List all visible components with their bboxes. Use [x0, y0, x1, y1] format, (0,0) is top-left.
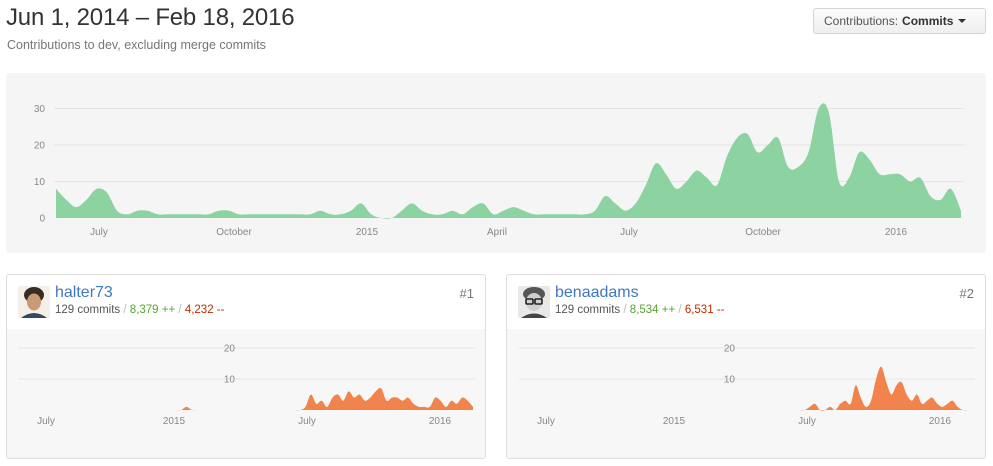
contributor-username-link[interactable]: halter73 [55, 284, 113, 301]
contributor-rank: #2 [959, 286, 974, 301]
avatar[interactable] [518, 286, 550, 318]
area-series [19, 387, 473, 411]
y-tick-label: 20 [724, 344, 736, 355]
deletions-count: 6,531 -- [684, 304, 725, 316]
stats-separator: / [123, 304, 127, 316]
x-tick-label: 2016 [929, 416, 952, 427]
y-tick-label: 10 [724, 375, 736, 386]
contributions-chart: 0 10 20 30 July October 2015 April July October 20… [6, 73, 986, 253]
x-tick-label: July [537, 416, 555, 427]
x-tick-label: 2015 [356, 227, 379, 238]
contributions-dropdown-label: Contributions: [824, 14, 899, 28]
commit-count: 129 commits [55, 304, 121, 316]
contributor-username-link[interactable]: benaadams [555, 284, 639, 301]
x-tick-label: July [298, 416, 316, 427]
x-tick-label: July [90, 227, 108, 238]
deletions-count: 4,232 -- [184, 304, 225, 316]
stats-separator: / [178, 304, 182, 316]
y-tick-label: 0 [39, 214, 45, 225]
contributor-stats: 129 commits / 8,379 ++ / 4,232 -- [55, 304, 224, 316]
contributions-chart-svg: 0 10 20 30 July October 2015 April July October 20… [34, 103, 964, 238]
x-tick-label: 2015 [163, 416, 186, 427]
x-tick-label: 2016 [429, 416, 452, 427]
contributor-rank: #1 [459, 286, 474, 301]
contributor-card-2: benaadams 129 commits / 8,534 ++ / 6,531… [506, 274, 986, 459]
avatar-image-icon [18, 286, 50, 318]
x-tick-label: 2015 [663, 416, 686, 427]
x-tick-label: October [216, 227, 252, 238]
y-tick-label: 10 [224, 375, 236, 386]
contributor-chart: 10 20 July 2015 July 2016 [507, 329, 985, 458]
avatar-image-icon [518, 286, 550, 318]
x-tick-label: 2016 [885, 227, 908, 238]
contributor-chart-svg: 10 20 July 2015 July 2016 [519, 344, 975, 427]
contributor-card-header: benaadams 129 commits / 8,534 ++ / 6,531… [507, 275, 985, 328]
y-tick-label: 20 [224, 344, 236, 355]
contributor-stats: 129 commits / 8,534 ++ / 6,531 -- [555, 304, 724, 316]
contributor-chart: 10 20 July 2015 July 2016 [7, 329, 485, 458]
avatar[interactable] [18, 286, 50, 318]
contributor-card-header: halter73 129 commits / 8,379 ++ / 4,232 … [7, 275, 485, 328]
area-series [56, 103, 961, 219]
additions-count: 8,534 ++ [629, 304, 676, 316]
x-tick-label: April [487, 227, 507, 238]
stats-separator: / [623, 304, 627, 316]
x-tick-label: July [620, 227, 638, 238]
contributions-dropdown-value: Commits [902, 14, 954, 28]
contributor-card-1: halter73 129 commits / 8,379 ++ / 4,232 … [6, 274, 486, 459]
x-tick-label: July [37, 416, 55, 427]
area-series [519, 366, 973, 411]
commit-count: 129 commits [555, 304, 621, 316]
chevron-down-icon [958, 19, 967, 23]
y-tick-label: 10 [34, 177, 46, 188]
y-tick-label: 30 [34, 104, 46, 115]
page-subtitle: Contributions to dev, excluding merge co… [7, 38, 266, 52]
page-title: Jun 1, 2014 – Feb 18, 2016 [6, 4, 295, 31]
x-tick-label: July [798, 416, 816, 427]
additions-count: 8,379 ++ [129, 304, 176, 316]
y-tick-label: 20 [34, 141, 46, 152]
contributions-dropdown[interactable]: Contributions: Commits [813, 8, 986, 34]
x-tick-label: October [745, 227, 781, 238]
stats-separator: / [678, 304, 682, 316]
contributor-chart-svg: 10 20 July 2015 July 2016 [19, 344, 475, 427]
